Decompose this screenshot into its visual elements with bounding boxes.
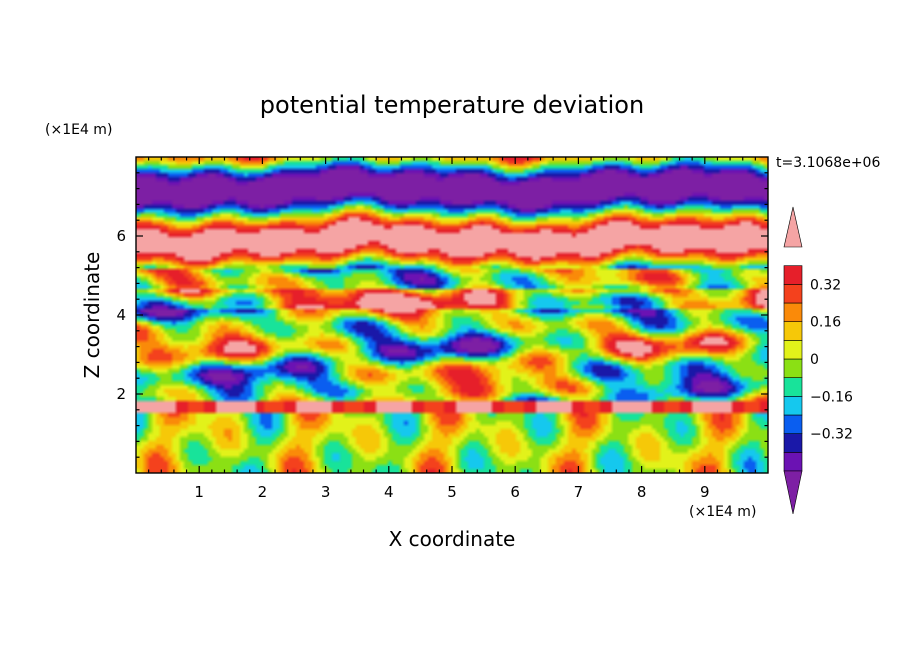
time-label: t=3.1068e+06	[776, 155, 880, 171]
x-tick-label: 3	[321, 483, 331, 501]
plot-area	[136, 157, 768, 473]
x-tick-label: 6	[510, 483, 520, 501]
colorbar-tick-label: −0.16	[810, 389, 853, 405]
y-tick-labels: 2 4 6	[116, 227, 126, 403]
x-tick-label: 5	[447, 483, 457, 501]
x-tick-label: 9	[700, 483, 710, 501]
colorbar-segment	[783, 433, 803, 453]
colorbar-segment	[783, 340, 803, 360]
y-tick-label: 6	[116, 227, 126, 245]
colorbar: 0.32 0.16 0 −0.16 −0.32	[783, 206, 853, 515]
x-tick-labels: 1 2 3 4 5 6 7 8 9	[194, 483, 709, 501]
colorbar-segment	[783, 358, 803, 378]
y-tick-label: 2	[116, 385, 126, 403]
x-tick-label: 2	[258, 483, 268, 501]
colorbar-tick-label: −0.32	[810, 427, 853, 443]
colorbar-extend-max	[783, 206, 803, 248]
axis-ticks	[136, 157, 768, 473]
y-axis-unit: (×1E4 m)	[45, 122, 112, 138]
colorbar-segment	[783, 396, 803, 416]
colorbar-segment	[783, 302, 803, 322]
colorbar-extend-min	[783, 470, 803, 515]
colorbar-tick-label: 0.32	[810, 277, 841, 293]
colorbar-segment	[783, 377, 803, 397]
contour-field	[136, 157, 768, 473]
y-axis-label: Z coordinate	[80, 252, 104, 379]
colorbar-segment	[783, 414, 803, 434]
x-axis-label: X coordinate	[389, 527, 516, 551]
x-tick-label: 7	[574, 483, 584, 501]
colorbar-segment	[783, 452, 803, 472]
y-tick-label: 4	[116, 306, 126, 324]
colorbar-segment	[783, 284, 803, 304]
colorbar-tick-label: 0	[810, 352, 819, 368]
x-tick-label: 8	[637, 483, 647, 501]
colorbar-tick-label: 0.16	[810, 315, 841, 331]
colorbar-segment	[783, 265, 803, 285]
x-tick-label: 4	[384, 483, 394, 501]
colorbar-segment	[783, 321, 803, 341]
chart-title: potential temperature deviation	[260, 91, 644, 119]
x-axis-unit: (×1E4 m)	[689, 504, 756, 520]
x-tick-label: 1	[194, 483, 204, 501]
